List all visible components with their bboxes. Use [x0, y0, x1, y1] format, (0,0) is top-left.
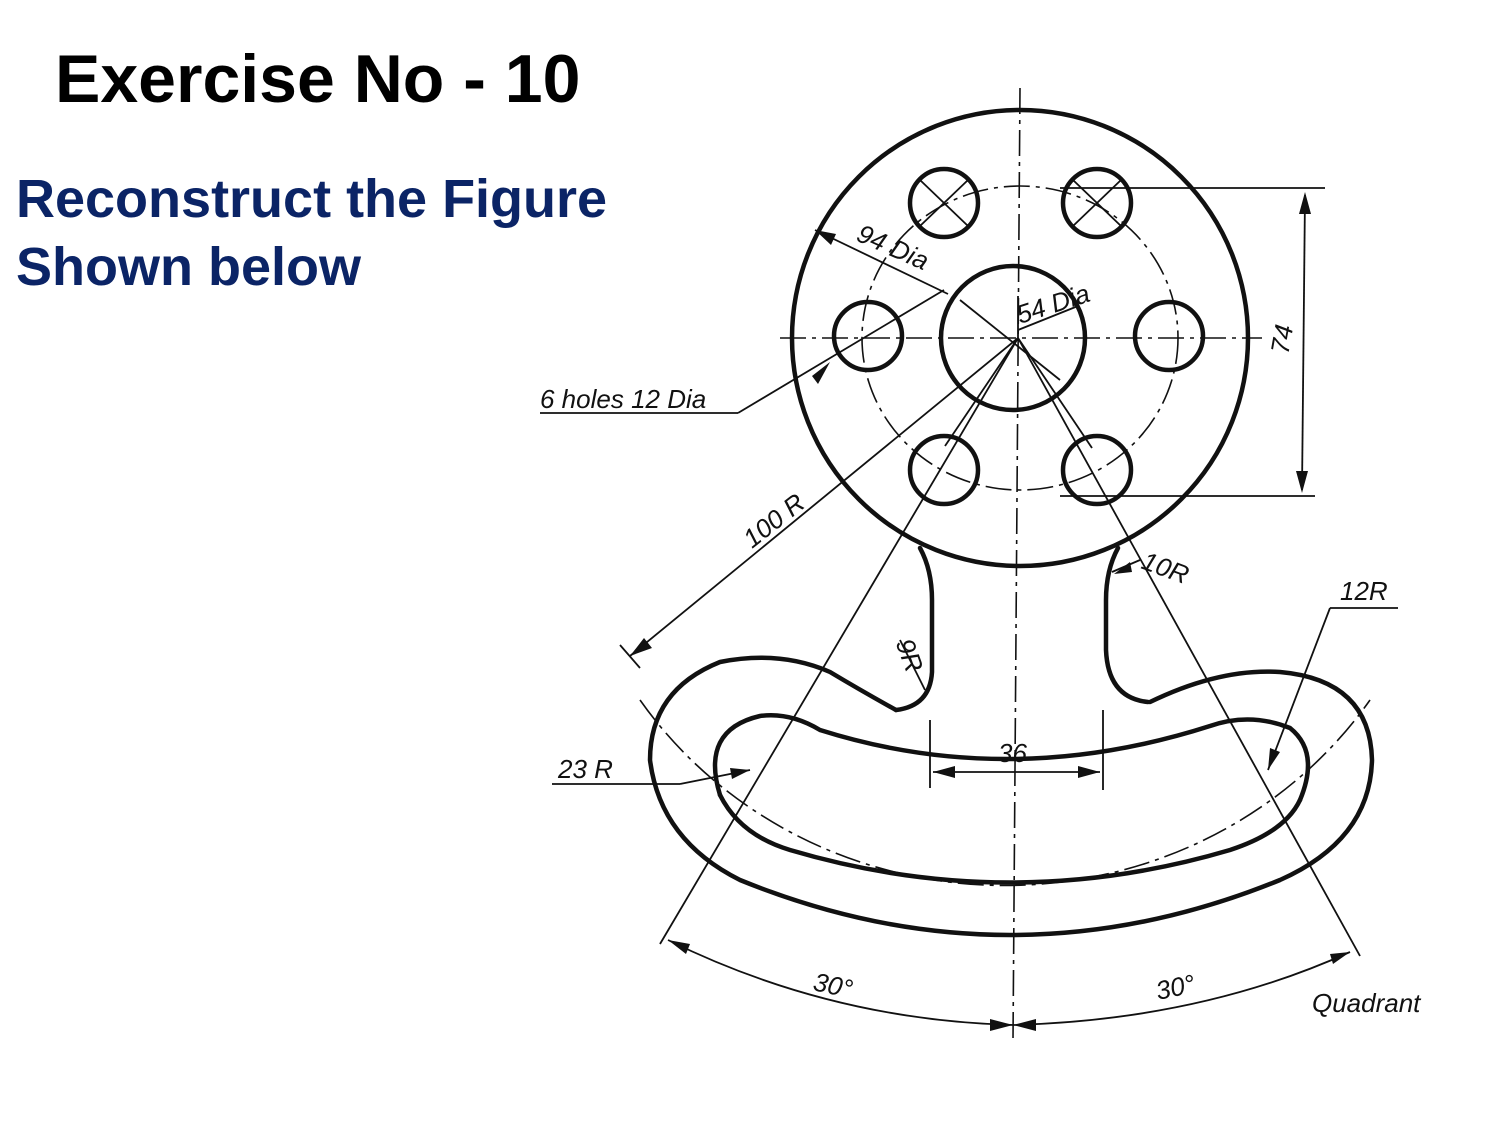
- instruction-line-2: Shown below: [16, 237, 361, 298]
- radius-10-label: 10R: [1138, 545, 1193, 590]
- radius-12-label: 12R: [1340, 576, 1388, 606]
- neck-left-edge: [893, 545, 935, 713]
- bolt-hole: [1060, 433, 1134, 507]
- holes-label: 6 holes 12 Dia: [540, 384, 706, 414]
- exercise-title: Exercise No - 10: [55, 41, 581, 117]
- instruction-text: Reconstruct the Figure Shown below: [16, 165, 607, 301]
- bolt-hole: [831, 299, 905, 373]
- angle-dimension-arc: [667, 939, 1351, 1026]
- dim-74-label: 74: [1265, 322, 1300, 356]
- bolt-hole: [1132, 299, 1206, 373]
- dim-36-label: 36: [998, 738, 1027, 768]
- arm-inner-top-edge: [712, 713, 1311, 803]
- center-bore-circle: [938, 263, 1088, 413]
- quadrant-label: Quadrant: [1312, 988, 1422, 1018]
- bolt-hole: [1060, 166, 1134, 240]
- radius-9-label: 9R: [890, 635, 930, 677]
- arm-inner-bottom-edge: [717, 792, 1303, 885]
- arm-outer-outline: [647, 655, 1375, 938]
- arc-center-line: [639, 699, 1371, 887]
- radius-100-line: [629, 337, 1019, 657]
- neck-right-edge: [1103, 545, 1151, 705]
- bolt-hole: [907, 166, 981, 240]
- dim-74-line: [1301, 194, 1306, 491]
- angle-left-label: 30°: [811, 967, 856, 1005]
- bolt-hole: [907, 433, 981, 507]
- radius-23-label: 23 R: [557, 754, 613, 784]
- angle-right-label: 30°: [1153, 968, 1198, 1006]
- radius-100-label: 100 R: [737, 487, 810, 553]
- instruction-line-1: Reconstruct the Figure: [16, 169, 608, 229]
- outer-disc-circle: [789, 107, 1251, 569]
